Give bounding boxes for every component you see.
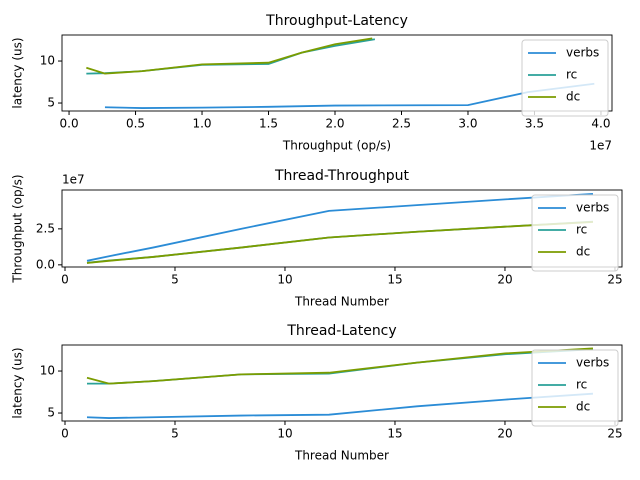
- series-line: [86, 221, 594, 264]
- x-tick-label: 4.0: [591, 117, 610, 131]
- chart-title: Thread-Latency: [286, 323, 396, 339]
- x-tick-label: 2.5: [392, 117, 411, 131]
- x-tick-label: 10: [277, 427, 292, 441]
- x-tick-label: 20: [497, 273, 512, 287]
- legend-label: verbs: [576, 201, 609, 215]
- legend-label: verbs: [576, 356, 609, 370]
- x-tick-label: 5: [171, 273, 179, 287]
- legend-label: dc: [576, 245, 590, 259]
- x-tick-label: 25: [607, 427, 622, 441]
- y-tick-label: 5: [47, 406, 55, 420]
- plot-frame: [61, 344, 623, 422]
- x-tick-label: 0: [61, 427, 69, 441]
- series-line: [104, 82, 595, 109]
- x-tick-label: 2.0: [325, 117, 344, 131]
- chart-title: Throughput-Latency: [265, 13, 408, 29]
- legend-label: rc: [576, 378, 587, 392]
- y-axis-label: latency (us): [11, 37, 25, 108]
- legend-label: rc: [576, 223, 587, 237]
- x-offset-label: 1e7: [589, 139, 612, 153]
- y-tick-label: 10: [40, 364, 55, 378]
- x-tick-label: 1.0: [192, 117, 211, 131]
- x-tick-label: 5: [171, 427, 179, 441]
- legend-label: verbs: [566, 46, 599, 60]
- x-axis-label: Throughput (op/s): [282, 139, 391, 153]
- chart-title: Thread-Throughput: [274, 168, 410, 184]
- y-tick-label: 2.5: [36, 221, 55, 235]
- x-tick-label: 0.5: [126, 117, 145, 131]
- y-tick-label: 5: [47, 96, 55, 110]
- y-offset-label: 1e7: [62, 173, 85, 187]
- x-tick-label: 25: [607, 273, 622, 287]
- legend-label: rc: [566, 68, 577, 82]
- x-tick-label: 1.5: [259, 117, 278, 131]
- plot-frame: [61, 189, 623, 268]
- x-tick-label: 0: [61, 273, 69, 287]
- series-line: [86, 192, 594, 262]
- x-tick-label: 15: [387, 427, 402, 441]
- y-tick-label: 10: [40, 54, 55, 68]
- x-tick-label: 20: [497, 427, 512, 441]
- legend-label: dc: [576, 400, 590, 414]
- x-tick-label: 3.5: [525, 117, 544, 131]
- series-line: [86, 348, 594, 385]
- x-tick-label: 10: [277, 273, 292, 287]
- series-line: [86, 347, 594, 385]
- series-line: [86, 37, 373, 75]
- series-line: [86, 392, 594, 419]
- y-tick-label: 0.0: [36, 257, 55, 271]
- y-axis-label: latency (us): [11, 347, 25, 418]
- x-axis-label: Thread Number: [294, 449, 389, 463]
- y-axis-label: Throughput (op/s): [11, 174, 25, 283]
- x-tick-label: 15: [387, 273, 402, 287]
- x-tick-label: 0.0: [60, 117, 79, 131]
- x-tick-label: 3.0: [458, 117, 477, 131]
- plot-frame: [61, 34, 613, 112]
- x-axis-label: Thread Number: [294, 295, 389, 309]
- legend-label: dc: [566, 90, 580, 104]
